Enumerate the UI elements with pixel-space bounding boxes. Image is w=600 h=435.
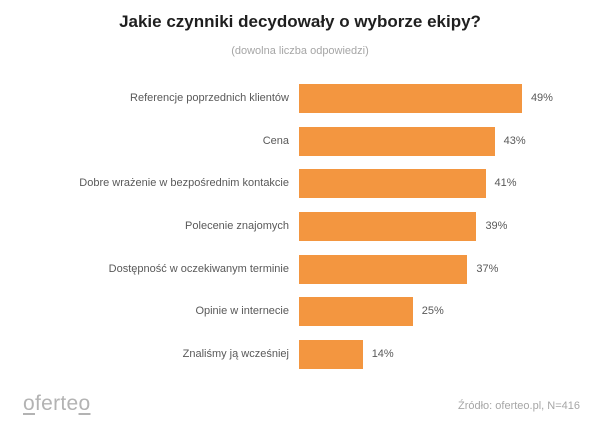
bar — [299, 212, 477, 241]
chart-row: Znaliśmy ją wcześniej 14% — [0, 340, 600, 370]
value-label: 49% — [530, 92, 553, 104]
chart-subtitle: (dowolna liczba odpowiedzi) — [231, 45, 369, 57]
oferteo-logo: oferteo — [23, 392, 91, 415]
bar — [299, 297, 413, 327]
value-label: 41% — [494, 177, 517, 190]
value-label: 37% — [476, 262, 499, 275]
chart-row: Opinie w internecie 25% — [0, 297, 600, 327]
value-label: 39% — [485, 220, 508, 232]
category-label: Dobre wrażenie w bezpośrednim kontakcie — [79, 177, 289, 190]
category-label: Referencje poprzednich klientów — [130, 92, 289, 104]
bar — [299, 254, 468, 284]
category-label: Polecenie znajomych — [185, 220, 289, 232]
value-label: 25% — [421, 305, 444, 318]
bar — [299, 340, 363, 370]
source-note: Źródło: oferteo.pl, N=416 — [458, 400, 580, 412]
category-label: Znaliśmy ją wcześniej — [182, 348, 289, 361]
category-label: Opinie w internecie — [195, 305, 289, 318]
value-label: 14% — [371, 348, 394, 361]
bar — [299, 84, 522, 113]
chart-row: Referencje poprzednich klientów 49% — [0, 84, 600, 113]
bar — [299, 169, 486, 199]
chart-row: Dobre wrażenie w bezpośrednim kontakcie 4… — [0, 169, 600, 199]
category-label: Cena — [262, 134, 289, 147]
bar — [299, 126, 495, 156]
chart-row: Dostępność w oczekiwanym terminie 37% — [0, 254, 600, 284]
chart-row: Polecenie znajomych 39% — [0, 212, 600, 241]
category-label: Dostępność w oczekiwanym terminie — [108, 262, 289, 275]
chart-title: Jakie czynniki decydowały o wyborze ekip… — [119, 12, 481, 31]
chart-row: Cena 43% — [0, 126, 600, 156]
value-label: 43% — [503, 134, 526, 147]
